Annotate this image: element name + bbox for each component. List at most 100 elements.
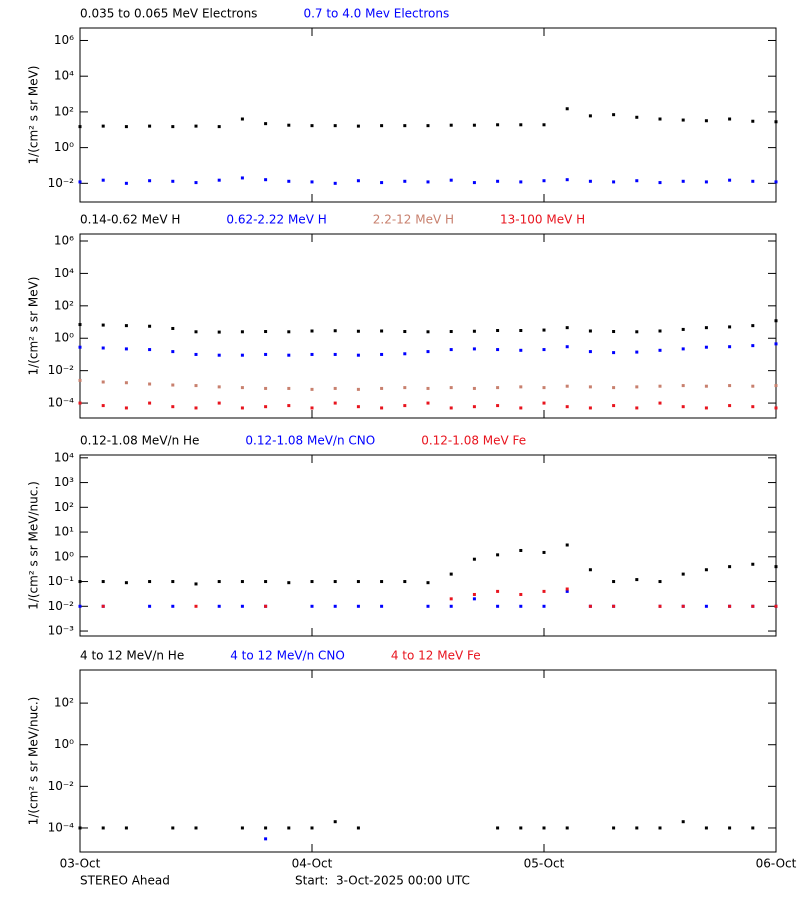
y-axis-label: 1/(cm² s sr MeV/nuc.) [27, 481, 41, 610]
data-point [310, 604, 314, 608]
data-point [101, 826, 105, 830]
data-point [542, 123, 546, 127]
footer-right: Start: 3-Oct-2025 00:00 UTC [295, 874, 470, 888]
data-point [774, 120, 778, 124]
data-point [588, 114, 592, 118]
data-point [124, 181, 128, 185]
data-point [658, 604, 662, 608]
data-point [496, 123, 500, 127]
data-point [681, 604, 685, 608]
x-tick-label: 05-Oct [524, 857, 565, 871]
data-point [217, 580, 221, 584]
y-tick-label: 10⁰ [54, 737, 74, 751]
data-point [612, 113, 616, 117]
data-point [403, 580, 407, 584]
data-point [171, 326, 175, 330]
y-tick-label: 10² [54, 500, 74, 514]
data-point [78, 378, 82, 382]
data-point [333, 580, 337, 584]
data-point [658, 181, 662, 185]
data-point [356, 124, 360, 128]
y-tick-label: 10⁻² [48, 779, 75, 793]
data-point [426, 401, 430, 405]
data-point [171, 383, 175, 387]
data-point [171, 604, 175, 608]
data-point [542, 348, 546, 352]
data-point [101, 346, 105, 350]
data-point [356, 329, 360, 333]
data-point [751, 604, 755, 608]
data-point [612, 580, 616, 584]
data-point [472, 386, 476, 390]
data-point [78, 826, 82, 830]
data-point [588, 406, 592, 410]
y-axis-label: 1/(cm² s sr MeV) [27, 277, 41, 376]
data-point [426, 330, 430, 334]
data-point [124, 826, 128, 830]
data-point [449, 178, 453, 182]
data-point [472, 597, 476, 601]
data-point [681, 820, 685, 824]
data-point [519, 385, 523, 389]
data-point [194, 352, 198, 356]
data-point [264, 122, 268, 126]
data-point [101, 323, 105, 327]
data-point [240, 406, 244, 410]
data-point [774, 180, 778, 184]
data-point [101, 380, 105, 384]
data-point [403, 124, 407, 128]
data-point [380, 604, 384, 608]
data-point [704, 568, 708, 572]
data-point [542, 550, 546, 554]
data-point [751, 119, 755, 123]
plot-frame [79, 27, 777, 203]
data-point [124, 381, 128, 385]
footer-left: STEREO Ahead [80, 874, 170, 888]
data-point [449, 572, 453, 576]
data-point [148, 580, 152, 584]
data-point [426, 604, 430, 608]
data-point [472, 123, 476, 127]
data-point [588, 179, 592, 183]
y-tick-label: 10⁴ [54, 450, 74, 464]
data-point [588, 604, 592, 608]
data-point [240, 330, 244, 334]
data-point [519, 348, 523, 352]
data-point [101, 580, 105, 584]
data-point [774, 342, 778, 346]
data-point [333, 386, 337, 390]
data-point [704, 119, 708, 123]
data-point [333, 124, 337, 128]
data-point [171, 125, 175, 129]
data-point [240, 117, 244, 121]
data-point [565, 587, 569, 591]
data-point [496, 404, 500, 408]
data-point [356, 353, 360, 357]
data-point [403, 352, 407, 356]
data-point [148, 348, 152, 352]
data-point [681, 179, 685, 183]
data-point [774, 319, 778, 323]
data-point [124, 125, 128, 129]
data-point [240, 580, 244, 584]
data-point [217, 353, 221, 357]
data-point [519, 329, 523, 333]
data-point [612, 330, 616, 334]
data-point [774, 406, 778, 410]
data-point [194, 330, 198, 334]
data-point [380, 386, 384, 390]
data-point [264, 604, 268, 608]
legend-entry: 0.7 to 4.0 Mev Electrons [303, 7, 449, 21]
data-point [635, 350, 639, 354]
data-point [635, 115, 639, 119]
data-point [403, 386, 407, 390]
data-point [310, 180, 314, 184]
data-point [472, 347, 476, 351]
data-point [403, 404, 407, 408]
data-point [704, 326, 708, 330]
data-point [380, 580, 384, 584]
data-point [728, 826, 732, 830]
y-tick-label: 10⁶ [54, 33, 74, 47]
data-point [194, 181, 198, 185]
